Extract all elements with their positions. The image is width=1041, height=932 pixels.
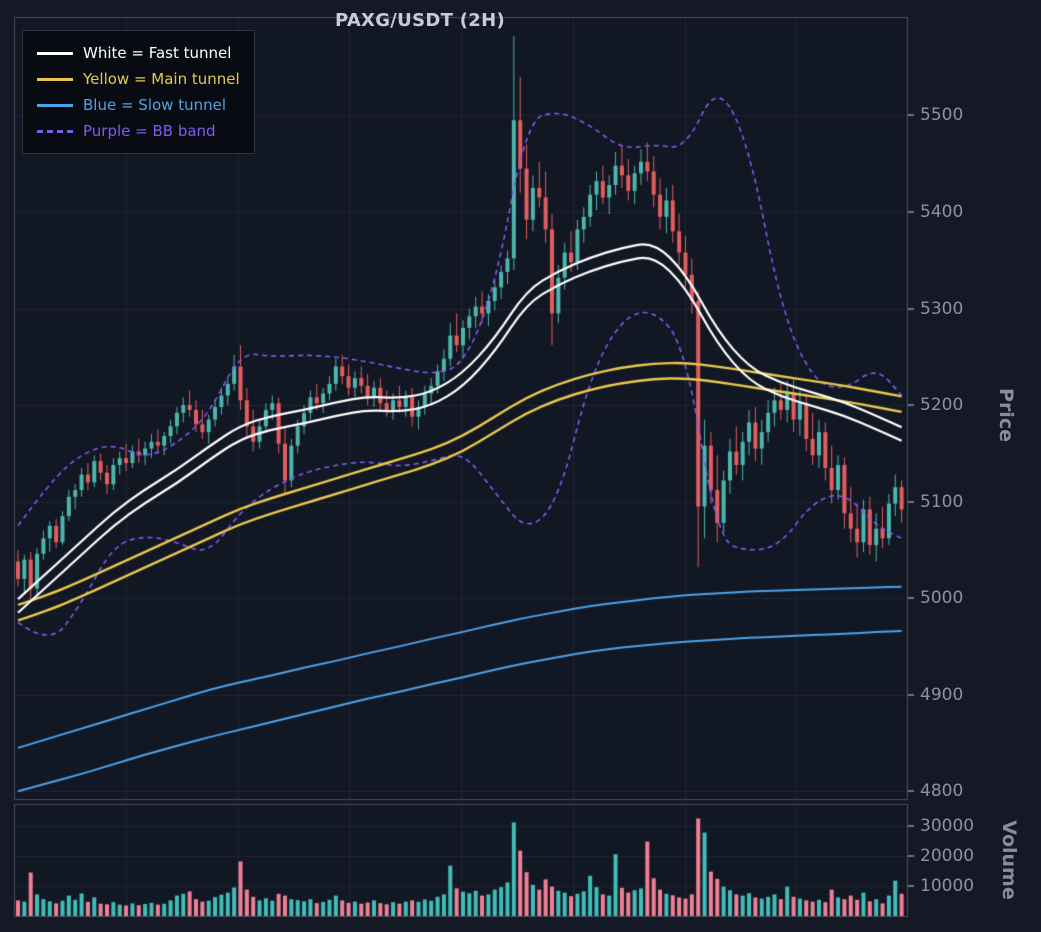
bb-band-line-swatch	[37, 129, 73, 133]
legend: White = Fast tunnel Yellow = Main tunnel…	[22, 30, 255, 154]
price-tick-label: 5500	[920, 105, 964, 126]
legend-item-label: White = Fast tunnel	[83, 44, 232, 62]
price-tick-label: 4900	[920, 684, 964, 705]
legend-item-main-tunnel: Yellow = Main tunnel	[37, 66, 240, 92]
fast-tunnel-line-swatch	[37, 51, 73, 55]
price-tick-label: 5400	[920, 202, 964, 223]
price-tick-label: 4800	[920, 781, 964, 802]
legend-item-fast-tunnel: White = Fast tunnel	[37, 40, 240, 66]
volume-tick-label: 20000	[920, 846, 975, 866]
volume-axis-title: Volume	[998, 820, 1020, 900]
legend-item-label: Purple = BB band	[83, 122, 216, 140]
price-tick-label: 5100	[920, 491, 964, 512]
volume-tick-label: 30000	[920, 816, 975, 836]
chart-title: PAXG/USDT (2H)	[334, 10, 505, 31]
price-tick-label: 5200	[920, 395, 964, 416]
price-tick-label: 5300	[920, 298, 964, 319]
price-axis-title: Price	[995, 388, 1017, 442]
legend-item-label: Blue = Slow tunnel	[83, 96, 226, 114]
legend-item-slow-tunnel: Blue = Slow tunnel	[37, 92, 240, 118]
legend-item-label: Yellow = Main tunnel	[83, 70, 240, 88]
slow-tunnel-line-swatch	[37, 103, 73, 107]
main-tunnel-line-swatch	[37, 77, 73, 81]
legend-item-bb-band: Purple = BB band	[37, 118, 240, 144]
volume-tick-label: 10000	[920, 876, 975, 896]
price-tick-label: 5000	[920, 588, 964, 609]
